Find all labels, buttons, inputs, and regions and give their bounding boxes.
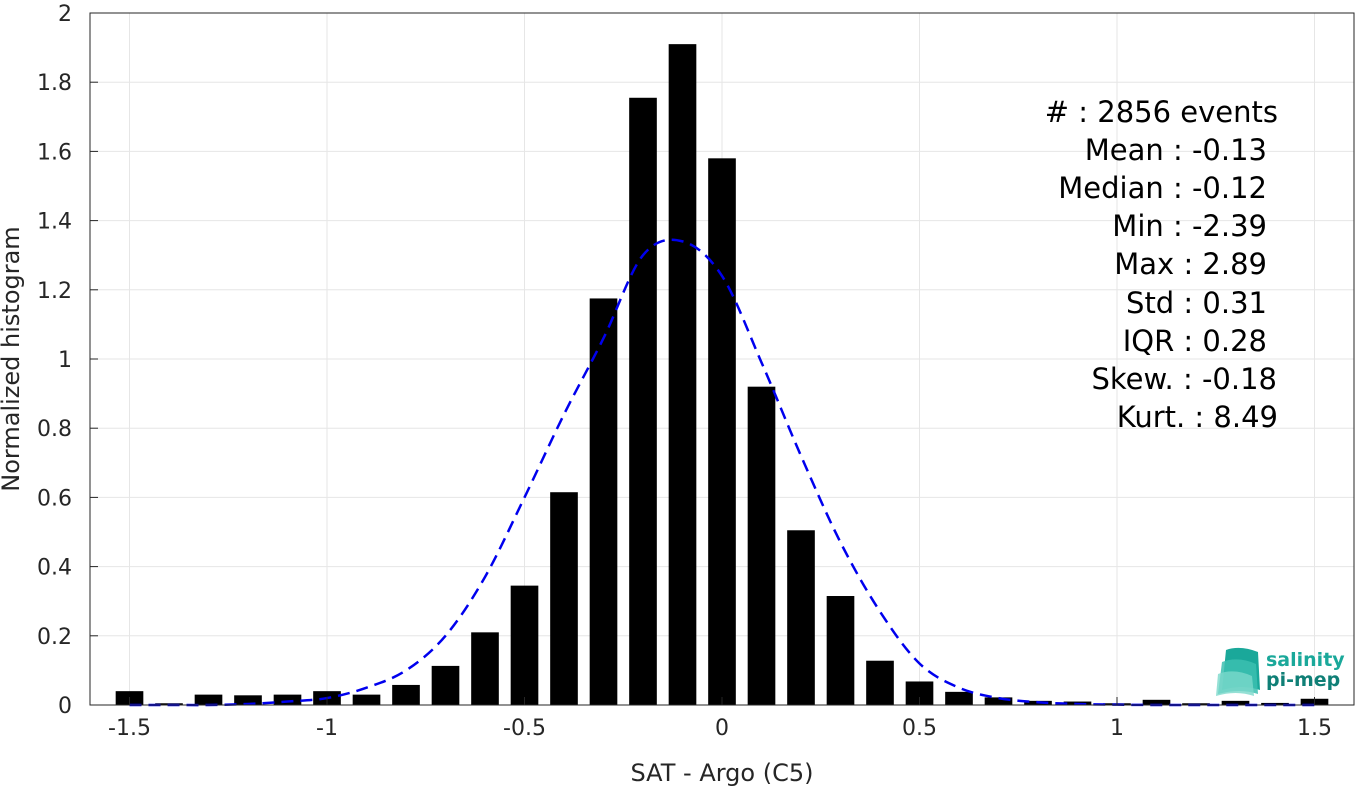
stat-events: # : 2856 events bbox=[1045, 95, 1278, 129]
bar-21 bbox=[945, 691, 973, 705]
x-tick-label-6: 1.5 bbox=[1297, 716, 1332, 741]
bar-20 bbox=[905, 681, 934, 705]
bar-4 bbox=[273, 694, 302, 705]
bar-16 bbox=[747, 386, 776, 705]
x-tick-label-5: 1 bbox=[1110, 716, 1124, 741]
stat-min: Min : -2.39 bbox=[1112, 209, 1267, 243]
stats-annotations: # : 2856 events Mean : -0.13 Median : -0… bbox=[1045, 95, 1278, 434]
y-tick-label-4: 0.8 bbox=[37, 417, 72, 442]
y-tick-label-0: 0 bbox=[58, 694, 72, 719]
stat-median: Median : -0.12 bbox=[1058, 171, 1267, 205]
fit-curve-group bbox=[129, 238, 1315, 707]
y-tick-label-7: 1.4 bbox=[37, 210, 72, 235]
bar-6 bbox=[352, 694, 381, 705]
logo-line2: pi-mep bbox=[1266, 669, 1340, 691]
y-tick-label-1: 0.2 bbox=[37, 625, 72, 650]
y-tick-label-5: 1 bbox=[58, 348, 72, 373]
x-tick-label-0: -1.5 bbox=[108, 716, 151, 741]
bar-12 bbox=[589, 298, 618, 705]
stat-std: Std : 0.31 bbox=[1126, 286, 1267, 320]
y-tick-label-6: 1.2 bbox=[37, 279, 72, 304]
bars bbox=[115, 44, 1329, 705]
y-tick-label-3: 0.6 bbox=[37, 486, 72, 511]
bar-19 bbox=[866, 660, 894, 705]
bar-9 bbox=[471, 632, 499, 705]
bar-15 bbox=[708, 158, 736, 705]
stat-iqr: IQR : 0.28 bbox=[1123, 324, 1267, 358]
bar-28 bbox=[1221, 700, 1250, 705]
x-ticks: -1.5 -1 -0.5 0 0.5 1 1.5 bbox=[108, 697, 1332, 741]
bar-11 bbox=[550, 492, 578, 705]
salinity-pi-mep-logo: salinity pi-mep bbox=[1216, 647, 1345, 696]
y-ticks: 0 0.2 0.4 0.6 0.8 1 1.2 1.4 1.6 1.8 2 bbox=[37, 2, 98, 719]
x-tick-label-1: -1 bbox=[316, 716, 338, 741]
x-axis-label: SAT - Argo (C5) bbox=[631, 759, 814, 787]
bar-7 bbox=[392, 684, 420, 705]
stat-kurt: Kurt. : 8.49 bbox=[1117, 400, 1278, 434]
bar-2 bbox=[194, 694, 223, 705]
x-tick-label-3: 0 bbox=[715, 716, 729, 741]
y-tick-label-10: 2 bbox=[58, 2, 72, 27]
y-axis-label: Normalized histogram bbox=[0, 226, 25, 491]
bar-8 bbox=[431, 665, 460, 705]
logo-line1: salinity bbox=[1266, 649, 1345, 671]
x-tick-label-4: 0.5 bbox=[902, 716, 937, 741]
bar-17 bbox=[787, 530, 815, 705]
x-tick-label-2: -0.5 bbox=[503, 716, 546, 741]
y-tick-label-9: 1.8 bbox=[37, 71, 72, 96]
bar-3 bbox=[234, 695, 262, 705]
bar-22 bbox=[984, 697, 1013, 705]
bar-18 bbox=[826, 596, 855, 705]
logo-waves-icon bbox=[1216, 647, 1260, 696]
y-tick-label-8: 1.6 bbox=[37, 140, 72, 165]
bar-14 bbox=[668, 44, 697, 705]
fit-curve bbox=[129, 238, 1315, 707]
bar-26 bbox=[1142, 699, 1171, 705]
bar-13 bbox=[629, 97, 657, 705]
stat-mean: Mean : -0.13 bbox=[1085, 133, 1267, 167]
bar-10 bbox=[510, 585, 539, 705]
stat-skew: Skew. : -0.18 bbox=[1091, 362, 1277, 396]
stat-max: Max : 2.89 bbox=[1114, 247, 1267, 281]
y-tick-label-2: 0.4 bbox=[37, 556, 72, 581]
